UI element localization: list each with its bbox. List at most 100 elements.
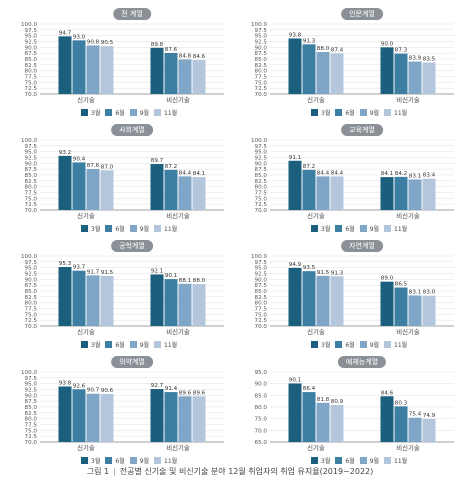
- chart-panel: 70.0 72.5 75.0 77.5 80.0 82.5 85.0 87.5 90.0 92.5…: [6, 236, 231, 351]
- legend-label: 9월: [369, 457, 380, 465]
- y-tick-label: 97.5: [25, 28, 38, 34]
- bar: [408, 295, 422, 326]
- data-label: 87.6: [87, 163, 100, 169]
- bar: [380, 396, 394, 442]
- y-tick-label: 100.0: [251, 22, 267, 28]
- bar: [58, 155, 72, 210]
- data-label: 91.5: [317, 270, 330, 276]
- bar: [408, 179, 422, 210]
- chart-svg: 70.072.575.077.580.082.585.087.590.092.5…: [251, 138, 454, 220]
- data-label: 93.0: [73, 34, 86, 40]
- y-tick-label: 92.5: [255, 272, 268, 278]
- legend-swatch: [154, 340, 162, 348]
- bar: [192, 284, 206, 326]
- bar: [100, 275, 114, 326]
- y-tick-label: 77.5: [255, 307, 268, 313]
- data-label: 84.1: [381, 171, 394, 177]
- legend-label: 6월: [115, 225, 125, 233]
- data-label: 86.4: [303, 386, 316, 392]
- legend-swatch: [81, 340, 88, 348]
- chart-svg: 70.072.575.077.580.082.585.087.590.092.5…: [251, 254, 454, 336]
- bar: [394, 176, 408, 210]
- y-tick-label: 95.0: [25, 150, 38, 156]
- legend-label: 3월: [321, 457, 331, 465]
- y-tick-label: 90.0: [255, 382, 268, 388]
- legend-swatch: [129, 340, 137, 348]
- data-label: 84.4: [179, 170, 192, 176]
- data-label: 89.7: [151, 158, 164, 164]
- legend-label: 11월: [394, 457, 408, 465]
- bar: [58, 386, 72, 442]
- bar: [302, 392, 316, 442]
- y-tick-label: 77.5: [25, 75, 38, 81]
- legend-label: 11월: [164, 109, 178, 117]
- chart-title: 인문계열: [341, 8, 383, 20]
- data-label: 93.5: [303, 265, 316, 271]
- y-tick-label: 82.5: [25, 179, 38, 185]
- y-tick-label: 72.5: [25, 202, 38, 208]
- y-tick-label: 87.5: [25, 51, 38, 57]
- category-label: 신기술: [77, 95, 95, 104]
- category-label: 신기술: [307, 95, 325, 104]
- y-tick-label: 80.0: [25, 69, 38, 75]
- bar: [58, 36, 72, 94]
- y-tick-label: 72.5: [255, 86, 268, 92]
- bar: [330, 276, 344, 326]
- legend-swatch: [311, 108, 318, 116]
- legend-swatch: [311, 340, 318, 348]
- bar: [72, 162, 86, 210]
- y-tick-label: 97.5: [255, 260, 268, 266]
- y-tick-label: 97.5: [25, 144, 38, 150]
- data-label: 84.6: [193, 54, 206, 60]
- legend-label: 11월: [164, 225, 178, 233]
- y-tick-label: 82.5: [25, 63, 38, 69]
- bar: [422, 62, 436, 94]
- legend: 3월 6월 9월 11월: [76, 455, 177, 465]
- legend-swatch: [311, 224, 318, 232]
- category-label: 신기술: [77, 443, 95, 452]
- y-tick-label: 85.0: [25, 173, 38, 179]
- legend-label: 9월: [369, 341, 380, 349]
- y-tick-label: 80.0: [255, 185, 268, 191]
- data-label: 90.6: [101, 388, 114, 394]
- data-label: 81.8: [317, 397, 330, 403]
- bar: [394, 406, 408, 442]
- data-label: 92.1: [151, 268, 164, 274]
- y-tick-label: 97.5: [25, 260, 38, 266]
- data-label: 90.4: [73, 156, 86, 162]
- y-tick-label: 92.5: [25, 156, 38, 162]
- bar: [150, 389, 164, 442]
- data-label: 87.3: [395, 48, 408, 54]
- legend-swatch: [311, 456, 318, 464]
- data-label: 94.9: [289, 262, 302, 268]
- legend-swatch: [359, 224, 367, 232]
- bar: [302, 271, 316, 326]
- y-tick-label: 77.5: [25, 423, 38, 429]
- bar: [288, 160, 302, 210]
- data-label: 83.5: [423, 57, 436, 63]
- data-label: 84.2: [395, 171, 407, 177]
- legend-label: 6월: [345, 225, 355, 233]
- y-tick-label: 90.0: [25, 277, 38, 283]
- data-label: 88.0: [317, 46, 330, 52]
- chart-svg: 70.072.575.077.580.082.585.087.590.092.5…: [21, 138, 224, 220]
- data-label: 93.2: [59, 150, 71, 156]
- bar: [100, 393, 114, 442]
- y-tick-label: 80.0: [255, 405, 268, 411]
- chart-panel: 70.0 72.5 75.0 77.5 80.0 82.5 85.0 87.5 90.0 92.5…: [236, 236, 460, 351]
- y-tick-label: 77.5: [25, 191, 38, 197]
- legend-swatch: [81, 108, 88, 116]
- legend-swatch: [154, 108, 162, 116]
- y-tick-label: 87.5: [255, 51, 268, 57]
- y-tick-label: 85.0: [25, 289, 38, 295]
- legend-swatch: [335, 456, 343, 464]
- bar: [380, 47, 394, 94]
- bar: [58, 266, 72, 326]
- y-tick-label: 70.0: [255, 92, 268, 98]
- data-label: 91.4: [165, 386, 178, 392]
- data-label: 84.4: [331, 170, 344, 176]
- chart-panel: 65.0 70.0 75.0 80.0 85.0 90.0 95.0 90.1 86.4 81.8…: [236, 352, 460, 467]
- legend-label: 6월: [115, 109, 125, 117]
- chart-grid: 70.0 72.5 75.0 77.5 80.0 82.5 85.0 87.5 90.0 92.5…: [6, 8, 460, 465]
- chart-svg: 70.072.575.077.580.082.585.087.590.092.5…: [21, 370, 224, 452]
